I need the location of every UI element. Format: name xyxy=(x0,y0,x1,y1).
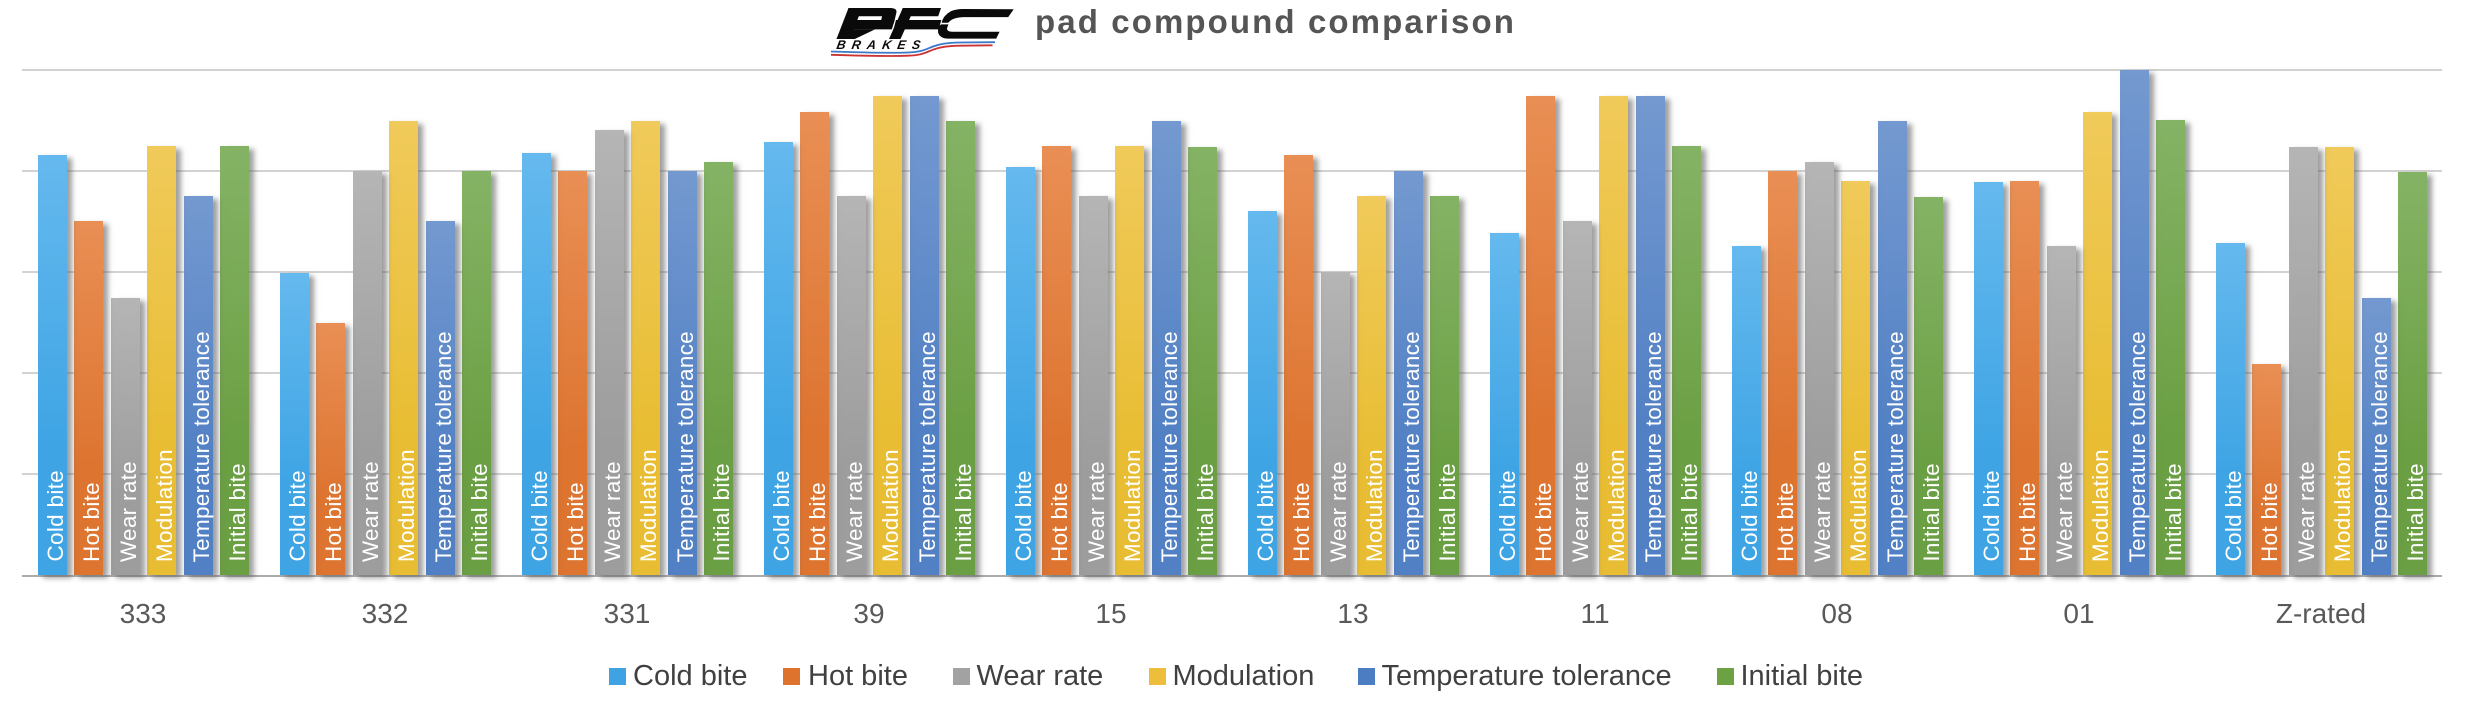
svg-text:BRAKES: BRAKES xyxy=(835,38,927,52)
